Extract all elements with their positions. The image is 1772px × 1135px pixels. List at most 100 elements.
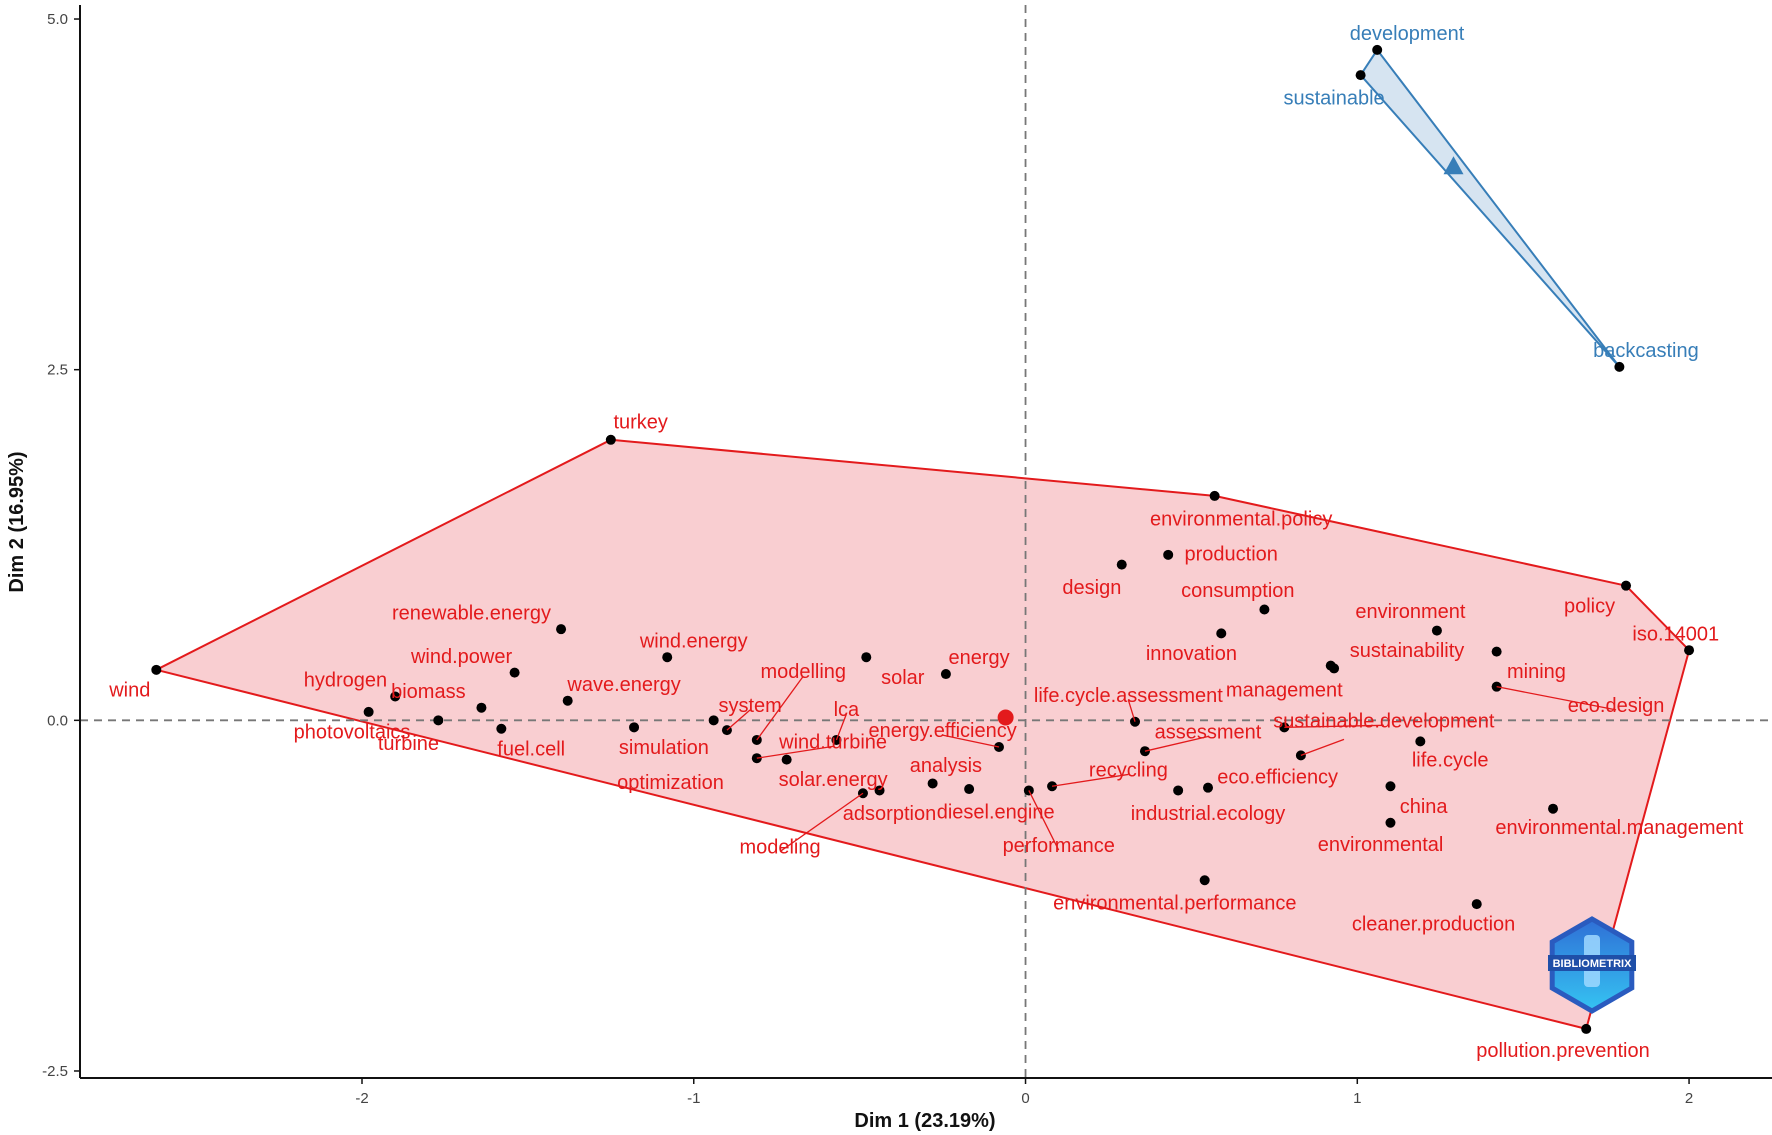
point-label: modeling xyxy=(739,837,820,859)
point-label: environmental xyxy=(1318,834,1444,856)
point-label: solar xyxy=(881,667,925,689)
data-point xyxy=(861,652,872,663)
y-axis-label: Dim 2 (16.95%) xyxy=(6,451,28,592)
data-point xyxy=(1581,1023,1592,1034)
x-tick-label: 0 xyxy=(1021,1090,1029,1107)
data-point xyxy=(476,702,487,713)
data-point xyxy=(433,715,444,726)
data-point xyxy=(874,785,885,796)
point-label: turkey xyxy=(613,412,667,434)
point-label: consumption xyxy=(1181,580,1294,602)
axes-layer: -2 -1 0 1 2 -2.5 0.0 2.5 5.0 xyxy=(42,5,1772,1107)
data-point xyxy=(1216,628,1227,639)
y-tick-label: 0.0 xyxy=(47,712,68,729)
point-label: assessment xyxy=(1155,722,1262,744)
data-point xyxy=(605,434,616,445)
point-label: china xyxy=(1400,796,1449,818)
data-point xyxy=(708,715,719,726)
point-label: recycling xyxy=(1089,759,1168,781)
data-point xyxy=(1355,70,1366,81)
point-label: wind xyxy=(108,679,150,701)
point-label: environment xyxy=(1355,601,1466,623)
y-tick-label: 2.5 xyxy=(47,362,68,379)
data-point xyxy=(363,706,374,717)
data-point xyxy=(1548,803,1559,814)
leader-line xyxy=(726,709,751,731)
point-label: life.cycle.assessment xyxy=(1034,685,1223,707)
cluster-2-centroid xyxy=(1443,156,1464,175)
x-tick-label: 1 xyxy=(1353,1090,1361,1107)
leader-line xyxy=(756,675,804,741)
data-point xyxy=(1203,782,1213,793)
leader-line xyxy=(756,745,834,759)
point-label: analysis xyxy=(910,755,982,777)
data-point xyxy=(1372,44,1383,55)
data-point xyxy=(629,722,640,733)
leader-line xyxy=(1284,724,1384,728)
point-label: sustainable.development xyxy=(1273,710,1495,732)
data-point xyxy=(562,695,573,706)
point-label: policy xyxy=(1564,595,1615,617)
point-label: renewable.energy xyxy=(392,602,551,624)
labels-layer: wind photovoltaics hydrogen turbine biomass w… xyxy=(108,23,1744,1062)
data-point xyxy=(1385,817,1396,828)
data-point xyxy=(1431,625,1442,636)
point-label: system xyxy=(718,695,781,717)
data-point xyxy=(1209,490,1220,501)
point-label: sustainability xyxy=(1350,640,1465,662)
cluster-1-centroid xyxy=(997,709,1014,726)
point-label: diesel.engine xyxy=(937,802,1055,824)
point-label: innovation xyxy=(1146,643,1237,665)
leader-line xyxy=(942,734,1000,748)
leader-line xyxy=(835,713,847,741)
leader-line xyxy=(1127,699,1136,722)
point-label: sustainable xyxy=(1283,88,1384,110)
point-label: optimization xyxy=(617,772,724,794)
point-label: eco.efficiency xyxy=(1217,766,1338,788)
point-label: modelling xyxy=(760,661,846,683)
leader-line xyxy=(779,792,864,853)
data-point xyxy=(1385,781,1396,792)
data-point xyxy=(1259,604,1270,615)
point-label: wind.turbine xyxy=(778,731,887,753)
data-point xyxy=(781,754,792,765)
point-label: industrial.ecology xyxy=(1131,803,1286,825)
logo-text: BIBLIOMETRIX xyxy=(1553,958,1632,970)
point-label: environmental.performance xyxy=(1053,893,1296,915)
point-label: environmental.management xyxy=(1495,817,1743,839)
data-point xyxy=(1116,559,1127,570)
leader-line xyxy=(1028,790,1060,851)
point-label: simulation xyxy=(619,737,709,759)
point-label: pollution.prevention xyxy=(1476,1040,1649,1062)
data-point xyxy=(1325,660,1336,671)
point-label: hydrogen xyxy=(304,670,387,692)
data-point xyxy=(662,652,673,663)
y-tick-label: -2.5 xyxy=(42,1063,68,1080)
bibliometrix-logo: BIBLIOMETRIX xyxy=(1548,916,1636,1014)
data-point xyxy=(1163,549,1174,560)
data-point xyxy=(964,784,975,795)
leader-line xyxy=(1496,686,1617,711)
data-point xyxy=(556,624,567,635)
data-point xyxy=(1173,785,1184,796)
point-label: biomass xyxy=(391,681,465,703)
x-axis-label: Dim 1 (23.19%) xyxy=(854,1110,995,1132)
point-label: lca xyxy=(834,699,860,721)
leader-line xyxy=(1051,773,1129,787)
point-label: turbine xyxy=(378,733,439,755)
point-label: solar.energy xyxy=(779,769,888,791)
point-label: eco.design xyxy=(1568,695,1665,717)
logo-banner xyxy=(1548,955,1636,971)
point-label: wind.power xyxy=(410,646,513,668)
y-tick-label: 5.0 xyxy=(47,11,68,28)
point-label: iso.14001 xyxy=(1632,623,1719,645)
cluster-2-hull xyxy=(1359,48,1621,368)
data-point xyxy=(940,669,951,680)
data-point xyxy=(1621,580,1632,591)
point-label: cleaner.production xyxy=(1352,914,1515,936)
leader-line xyxy=(1300,738,1345,757)
x-tick-label: -2 xyxy=(355,1090,368,1107)
data-point xyxy=(496,723,507,734)
reference-lines xyxy=(80,5,1772,1078)
point-label: adsorption xyxy=(843,803,936,825)
